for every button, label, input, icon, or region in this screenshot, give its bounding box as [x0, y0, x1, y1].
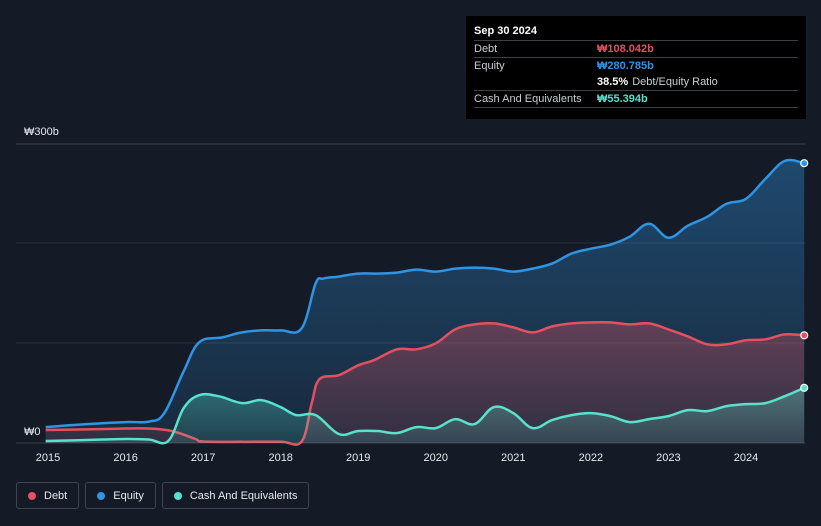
x-tick-2018: 2018 — [268, 452, 292, 464]
legend-item-cash[interactable]: Cash And Equivalents — [161, 482, 310, 509]
y-label-zero: ₩0 — [24, 426, 41, 438]
x-tick-2021: 2021 — [501, 452, 525, 464]
legend-cash-label: Cash And Equivalents — [189, 489, 298, 502]
tooltip-cash-label: Cash And Equivalents — [474, 93, 582, 105]
tooltip-date: Sep 30 2024 — [474, 25, 537, 37]
x-tick-2022: 2022 — [579, 452, 603, 464]
cash-area — [45, 387, 805, 444]
debt-area — [45, 322, 805, 445]
equity-line — [45, 158, 805, 429]
legend-item-debt[interactable]: Debt — [16, 482, 80, 509]
legend-item-equity[interactable]: Equity — [85, 482, 156, 509]
tooltip-row-equity: Equity ₩280.785b — [474, 57, 798, 74]
x-tick-2019: 2019 — [346, 452, 370, 464]
tooltip: Sep 30 2024 Debt ₩108.042b Equity ₩280.7… — [466, 16, 806, 119]
debt-dot-icon — [28, 491, 36, 500]
cash-dot-icon — [173, 491, 182, 500]
cash-line — [45, 386, 805, 445]
equity-end-marker — [800, 159, 809, 168]
legend-debt-label: Debt — [44, 489, 68, 502]
x-tick-2020: 2020 — [424, 452, 448, 464]
x-tick-2017: 2017 — [191, 452, 215, 464]
cash-end-marker — [800, 383, 809, 392]
legend-equity-label: Equity — [113, 489, 144, 502]
tooltip-row-debt: Debt ₩108.042b — [474, 40, 798, 57]
tooltip-row-ratio: 38.5% Debt/Equity Ratio — [474, 74, 798, 90]
x-axis-ticks: 2015 2016 2017 2018 2019 2020 2021 2022 2023 2024 — [36, 452, 758, 464]
x-tick-2016: 2016 — [113, 452, 137, 464]
tooltip-cash-value: ₩55.394b — [597, 93, 648, 105]
x-tick-2015: 2015 — [36, 452, 60, 464]
tooltip-ratio-label: Debt/Equity Ratio — [632, 76, 718, 88]
x-tick-2024: 2024 — [734, 452, 758, 464]
tooltip-row-cash: Cash And Equivalents ₩55.394b — [474, 90, 798, 108]
x-tick-2023: 2023 — [656, 452, 680, 464]
tooltip-debt-value: ₩108.042b — [597, 43, 654, 55]
equity-dot-icon — [97, 491, 106, 500]
tooltip-equity-label: Equity — [474, 60, 505, 72]
debt-end-marker — [800, 331, 809, 340]
chart-legend: Debt Equity Cash And Equivalents — [16, 482, 310, 509]
tooltip-debt-label: Debt — [474, 43, 498, 55]
tooltip-ratio-value: 38.5% — [597, 76, 629, 88]
y-label-top: ₩300b — [24, 126, 59, 138]
tooltip-equity-value: ₩280.785b — [597, 60, 654, 72]
